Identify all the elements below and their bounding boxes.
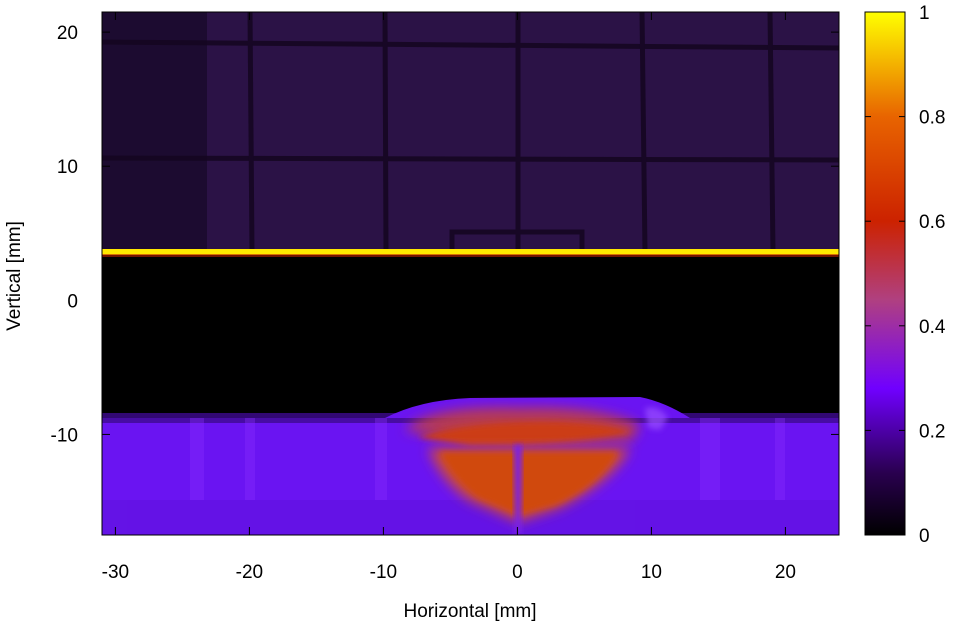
x-tick-label: -10 xyxy=(370,562,397,583)
colorbar-tick-label: 0.2 xyxy=(919,421,945,442)
colorbar-ticks: 0 0.2 0.4 0.6 0.8 1 xyxy=(865,3,946,547)
dark-gap xyxy=(102,252,839,418)
x-tick-label: -20 xyxy=(236,562,263,583)
upper-background xyxy=(102,12,839,252)
y-tick-label: 10 xyxy=(57,157,78,178)
colorbar-gradient xyxy=(864,11,906,536)
colorbar-tick-label: 1 xyxy=(919,3,930,24)
bright-edge-glow xyxy=(102,254,839,257)
x-tick-label: -30 xyxy=(102,562,129,583)
plot-frame xyxy=(101,11,840,536)
y-tick-label: -10 xyxy=(51,425,78,446)
y-tick-label: 20 xyxy=(57,23,78,44)
x-tick-label: 20 xyxy=(775,562,796,583)
y-tick-label: 0 xyxy=(67,291,78,312)
y-axis: 20 10 0 -10 xyxy=(51,23,839,446)
colorbar-tick-label: 0.8 xyxy=(919,108,945,129)
upper-dark-left-edge xyxy=(102,12,207,252)
x-axis: -30 -20 -10 0 10 20 xyxy=(102,12,796,583)
heatmap-image xyxy=(102,12,839,535)
central-hot-region xyxy=(405,407,668,535)
lower-band-streaks xyxy=(102,418,839,535)
x-tick-label: 10 xyxy=(641,562,662,583)
x-axis-title: Horizontal [mm] xyxy=(403,601,536,622)
colorbar-tick-label: 0 xyxy=(919,526,930,547)
bright-edge-line xyxy=(102,249,839,255)
x-tick-label: 0 xyxy=(512,562,523,583)
colorbar-tick-label: 0.4 xyxy=(919,317,946,338)
colorbar-tick-label: 0.6 xyxy=(919,212,945,233)
y-axis-title: Vertical [mm] xyxy=(4,221,25,331)
colorbar: 0 0.2 0.4 0.6 0.8 1 xyxy=(864,3,946,547)
